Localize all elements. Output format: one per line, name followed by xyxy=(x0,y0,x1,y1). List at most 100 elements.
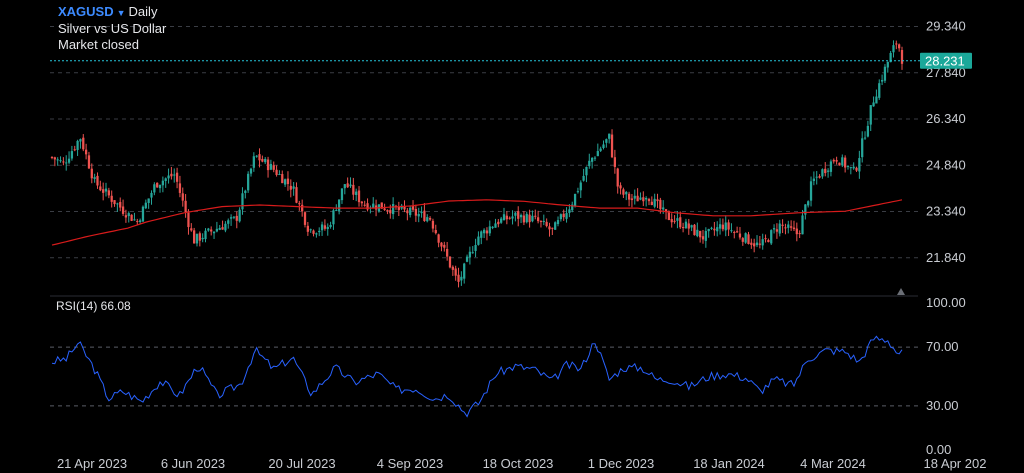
candle[interactable] xyxy=(210,226,213,236)
candle[interactable] xyxy=(147,198,150,209)
candle[interactable] xyxy=(681,222,685,233)
candle[interactable] xyxy=(684,218,688,229)
candle[interactable] xyxy=(437,233,440,248)
candle[interactable] xyxy=(534,209,537,220)
candle[interactable] xyxy=(838,162,841,166)
candle[interactable] xyxy=(627,191,631,207)
candle[interactable] xyxy=(161,176,165,193)
candle[interactable] xyxy=(93,173,96,183)
candle[interactable] xyxy=(261,155,264,163)
candle[interactable] xyxy=(136,218,139,226)
candle[interactable] xyxy=(397,201,400,217)
candle[interactable] xyxy=(318,227,321,237)
candle[interactable] xyxy=(340,188,344,204)
candle[interactable] xyxy=(76,139,79,156)
candle[interactable] xyxy=(500,216,503,224)
candle[interactable] xyxy=(710,226,713,230)
candle[interactable] xyxy=(633,189,636,205)
candle[interactable] xyxy=(99,180,102,192)
candle[interactable] xyxy=(178,175,182,198)
candle[interactable] xyxy=(349,177,352,188)
candle[interactable] xyxy=(164,177,167,188)
candle[interactable] xyxy=(664,208,668,220)
candle[interactable] xyxy=(895,40,898,50)
candle[interactable] xyxy=(775,223,779,239)
candle[interactable] xyxy=(502,207,506,221)
candle[interactable] xyxy=(758,235,761,249)
candle[interactable] xyxy=(110,190,113,208)
candle[interactable] xyxy=(764,234,767,243)
candle[interactable] xyxy=(573,193,577,208)
candle[interactable] xyxy=(821,168,824,179)
candle[interactable] xyxy=(50,156,54,160)
candle[interactable] xyxy=(184,194,187,218)
candle[interactable] xyxy=(332,208,335,230)
candle[interactable] xyxy=(224,221,227,233)
candle[interactable] xyxy=(824,162,827,177)
candle[interactable] xyxy=(212,231,216,239)
candle[interactable] xyxy=(801,209,804,235)
candle[interactable] xyxy=(417,207,420,223)
candle[interactable] xyxy=(326,223,329,236)
candle[interactable] xyxy=(87,151,91,170)
candle[interactable] xyxy=(190,223,193,232)
candle[interactable] xyxy=(653,193,656,209)
candle[interactable] xyxy=(221,220,224,230)
candle[interactable] xyxy=(346,177,349,188)
candle[interactable] xyxy=(215,221,219,233)
candle[interactable] xyxy=(602,140,605,150)
candle[interactable] xyxy=(360,200,363,207)
candle[interactable] xyxy=(855,166,858,173)
candle[interactable] xyxy=(562,209,565,221)
candle[interactable] xyxy=(900,46,904,70)
candle[interactable] xyxy=(645,196,648,207)
candle[interactable] xyxy=(579,180,582,198)
candle[interactable] xyxy=(866,120,870,138)
candle[interactable] xyxy=(656,193,659,209)
candle[interactable] xyxy=(249,167,253,177)
candle[interactable] xyxy=(82,134,85,152)
candle[interactable] xyxy=(113,200,116,207)
candle[interactable] xyxy=(591,157,594,169)
candle[interactable] xyxy=(639,192,642,201)
candle[interactable] xyxy=(898,43,901,52)
candle[interactable] xyxy=(818,174,821,179)
candle[interactable] xyxy=(693,223,696,236)
candle[interactable] xyxy=(804,204,807,220)
candle[interactable] xyxy=(65,155,68,171)
candle[interactable] xyxy=(329,221,332,229)
candle[interactable] xyxy=(718,218,722,235)
candle[interactable] xyxy=(784,223,787,235)
candle[interactable] xyxy=(767,238,770,243)
candle[interactable] xyxy=(431,218,435,233)
candle[interactable] xyxy=(647,197,651,206)
candle[interactable] xyxy=(616,167,619,194)
candle[interactable] xyxy=(642,191,645,207)
candle[interactable] xyxy=(269,159,273,171)
candle[interactable] xyxy=(130,214,133,222)
candle[interactable] xyxy=(363,200,366,207)
candle[interactable] xyxy=(807,200,810,208)
candle[interactable] xyxy=(721,218,725,232)
candle[interactable] xyxy=(485,227,489,241)
candle[interactable] xyxy=(596,143,599,157)
candle[interactable] xyxy=(525,211,528,224)
candle[interactable] xyxy=(204,228,207,243)
candle[interactable] xyxy=(679,211,682,229)
candle[interactable] xyxy=(730,223,733,233)
candle[interactable] xyxy=(676,211,679,229)
candle[interactable] xyxy=(687,218,690,235)
candle[interactable] xyxy=(878,79,881,100)
candle[interactable] xyxy=(460,271,463,286)
candle[interactable] xyxy=(690,224,693,232)
candle[interactable] xyxy=(133,212,136,221)
candle[interactable] xyxy=(138,218,142,225)
candle[interactable] xyxy=(173,168,176,183)
candle[interactable] xyxy=(619,182,622,195)
candle[interactable] xyxy=(451,265,454,276)
candle[interactable] xyxy=(826,168,830,178)
candle[interactable] xyxy=(613,149,617,174)
candle[interactable] xyxy=(156,182,159,188)
candle[interactable] xyxy=(471,246,474,254)
candle[interactable] xyxy=(753,238,756,253)
